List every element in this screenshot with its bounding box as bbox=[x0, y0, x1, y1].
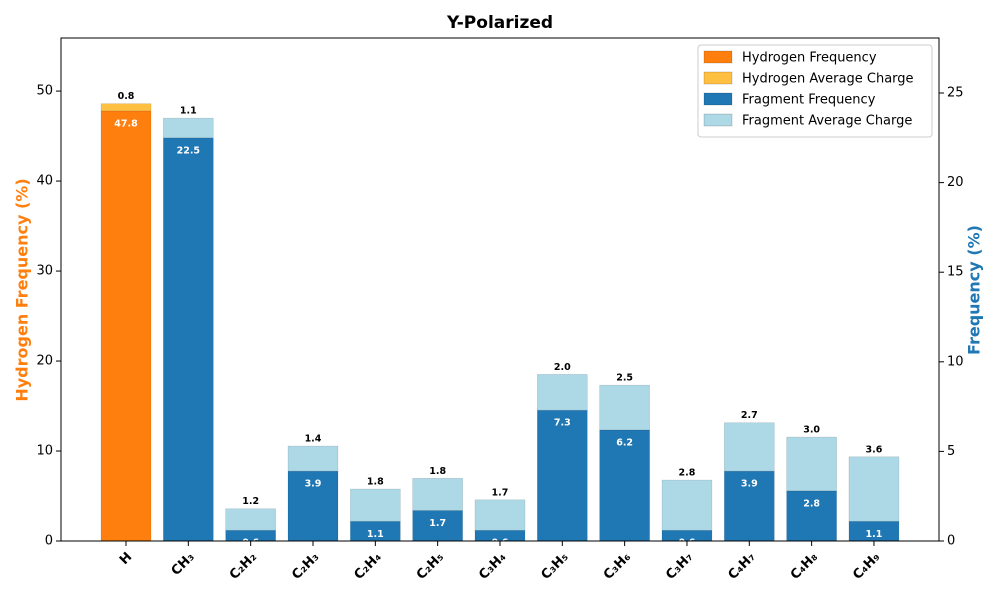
value-label: 1.1 bbox=[866, 529, 883, 540]
value-label: 47.8 bbox=[114, 118, 138, 129]
y-tick-label: 0 bbox=[45, 534, 53, 549]
y-axis-label: Hydrogen Frequency (%) bbox=[13, 178, 32, 401]
y-tick-label: 50 bbox=[36, 84, 53, 99]
legend-swatch bbox=[703, 71, 733, 85]
y-tick-label: 20 bbox=[36, 354, 53, 369]
x-tick-label: C₃H₅ bbox=[539, 550, 572, 583]
value-label: 1.1 bbox=[367, 529, 384, 540]
legend-label: Fragment Frequency bbox=[742, 93, 876, 108]
bar bbox=[474, 499, 526, 531]
bar bbox=[412, 477, 463, 511]
x-tick-label: C₃H₇ bbox=[663, 550, 696, 583]
value-label: 1.7 bbox=[429, 518, 446, 529]
legend-label: Hydrogen Frequency bbox=[742, 51, 877, 66]
y2-axis-label: Frequency (%) bbox=[965, 225, 984, 355]
value-label: 2.8 bbox=[679, 468, 696, 479]
value-label: 7.3 bbox=[554, 418, 571, 429]
value-label: 1.2 bbox=[242, 496, 259, 507]
x-tick-label: CH₃ bbox=[169, 550, 198, 579]
value-label: 1.7 bbox=[492, 487, 509, 498]
x-tick-label: C₄H₉ bbox=[850, 549, 883, 582]
value-label: 2.5 bbox=[616, 373, 633, 384]
x-tick-label: C₃H₆ bbox=[601, 549, 634, 582]
bar bbox=[848, 456, 900, 522]
bar bbox=[786, 490, 837, 542]
value-label: 1.1 bbox=[180, 106, 197, 117]
value-label: 6.2 bbox=[616, 437, 633, 448]
value-label: 3.0 bbox=[803, 425, 820, 436]
y-tick-label: 30 bbox=[36, 264, 53, 279]
x-tick-label: H bbox=[117, 550, 135, 568]
bar bbox=[786, 436, 837, 492]
x-tick-label: C₂H₂ bbox=[227, 550, 260, 583]
x-tick-label: C₂H₄ bbox=[352, 549, 385, 582]
y2-tick-label: 10 bbox=[947, 354, 964, 369]
bar bbox=[723, 422, 775, 472]
value-label: 1.8 bbox=[429, 466, 446, 477]
value-label: 1.4 bbox=[305, 434, 322, 445]
bar bbox=[287, 470, 339, 542]
value-label: 3.6 bbox=[866, 444, 883, 455]
x-tick-label: C₂H₅ bbox=[414, 550, 447, 583]
value-label: 2.0 bbox=[554, 362, 571, 373]
bar bbox=[599, 384, 650, 431]
value-label: 3.9 bbox=[305, 479, 322, 490]
legend-swatch bbox=[703, 92, 733, 106]
x-tick-label: C₄H₈ bbox=[788, 549, 821, 582]
value-label: 0.8 bbox=[118, 91, 135, 102]
bar bbox=[100, 110, 152, 542]
value-label: 2.8 bbox=[803, 498, 820, 509]
y2-tick-label: 15 bbox=[947, 265, 964, 280]
y-tick-label: 10 bbox=[36, 444, 53, 459]
value-label: 1.8 bbox=[367, 477, 384, 488]
bar bbox=[412, 510, 463, 542]
y2-tick-label: 0 bbox=[947, 534, 955, 549]
x-tick-label: C₂H₃ bbox=[289, 550, 322, 583]
bar bbox=[350, 488, 401, 522]
value-label: 3.9 bbox=[741, 479, 758, 490]
y2-tick-label: 5 bbox=[947, 444, 955, 459]
y2-tick-label: 20 bbox=[947, 175, 964, 190]
bar bbox=[163, 137, 214, 542]
bar bbox=[163, 117, 214, 139]
chart-title: Y-Polarized bbox=[446, 13, 553, 33]
legend-label: Hydrogen Average Charge bbox=[742, 72, 914, 87]
bar bbox=[225, 508, 276, 531]
legend-label: Fragment Average Charge bbox=[742, 114, 912, 129]
y2-tick-label: 25 bbox=[947, 86, 964, 101]
bar bbox=[100, 103, 152, 112]
legend-swatch bbox=[703, 50, 733, 64]
x-tick-label: C₃H₄ bbox=[476, 549, 509, 582]
value-label: 22.5 bbox=[177, 145, 200, 156]
bar bbox=[287, 445, 339, 472]
x-tick-label: C₄H₇ bbox=[726, 550, 759, 583]
bar bbox=[661, 479, 713, 531]
bar bbox=[537, 374, 588, 411]
value-label: 2.7 bbox=[741, 410, 758, 421]
legend-swatch bbox=[703, 113, 733, 127]
bar bbox=[537, 409, 588, 542]
legend-box bbox=[697, 44, 933, 138]
y-tick-label: 40 bbox=[36, 174, 53, 189]
bar bbox=[599, 429, 650, 542]
